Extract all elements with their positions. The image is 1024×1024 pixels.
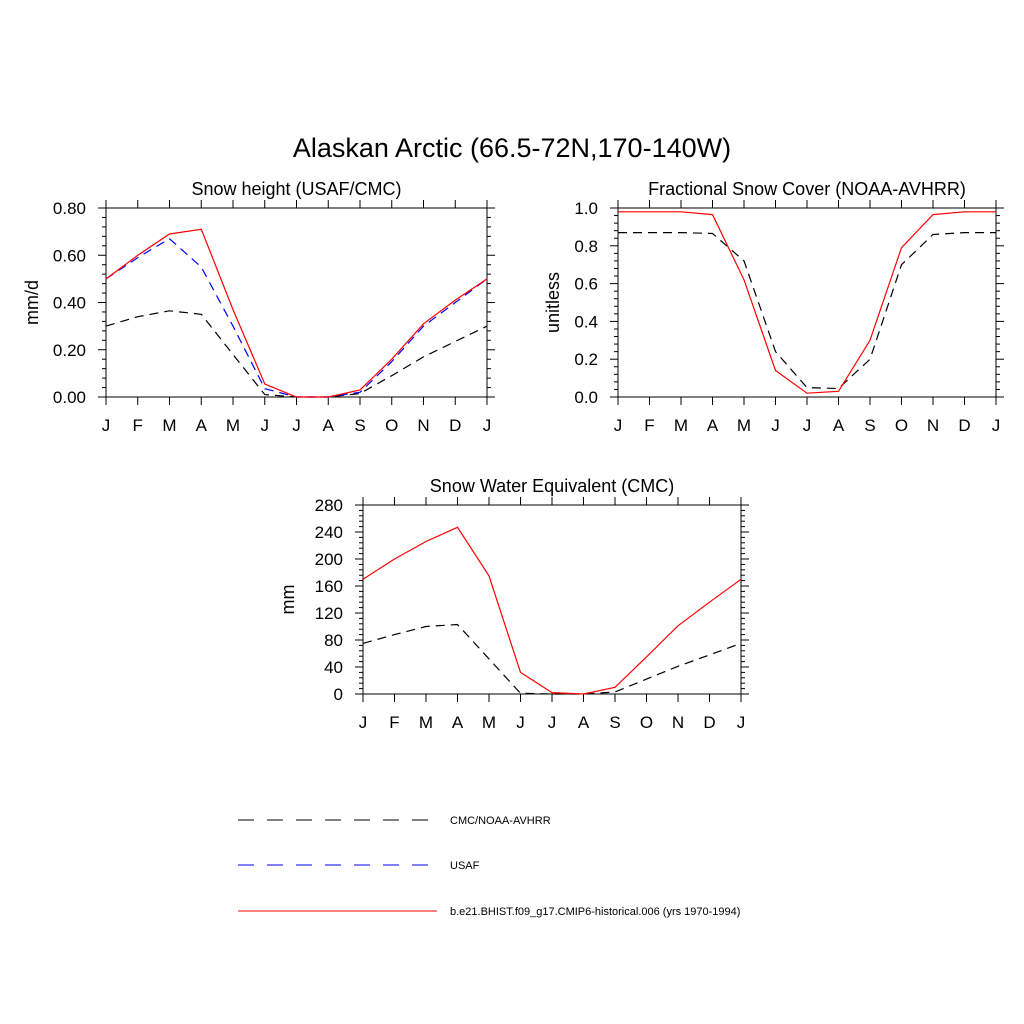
- x-tick-label: J: [992, 416, 1001, 435]
- x-tick-label: J: [614, 416, 623, 435]
- x-tick-label: N: [417, 416, 429, 435]
- y-tick-label: 0.4: [574, 312, 598, 331]
- x-tick-label: M: [674, 416, 688, 435]
- series-line-model: [105, 228, 488, 398]
- y-axis-label: unitless: [543, 272, 563, 333]
- y-tick-label: 200: [315, 550, 343, 569]
- panel-title: Fractional Snow Cover (NOAA-AVHRR): [648, 179, 966, 199]
- x-tick-label: A: [323, 416, 335, 435]
- x-tick-label: J: [737, 713, 746, 732]
- x-tick-label: A: [578, 713, 590, 732]
- x-tick-label: M: [482, 713, 496, 732]
- x-tick-label: S: [354, 416, 365, 435]
- y-axis-label: mm/d: [22, 280, 42, 325]
- legend-label: CMC/NOAA-AVHRR: [450, 815, 551, 827]
- y-tick-label: 240: [315, 523, 343, 542]
- x-tick-label: S: [609, 713, 620, 732]
- x-tick-label: F: [644, 416, 654, 435]
- legend-label: b.e21.BHIST.f09_g17.CMIP6-historical.006…: [450, 906, 740, 918]
- x-tick-label: O: [385, 416, 398, 435]
- x-tick-label: A: [833, 416, 845, 435]
- y-tick-label: 120: [315, 604, 343, 623]
- x-tick-label: J: [359, 713, 368, 732]
- legend: CMC/NOAA-AVHRR USAF b.e21.BHIST.f09_g17.CM…: [238, 815, 740, 918]
- plot-frame: [105, 207, 488, 398]
- x-tick-label: D: [703, 713, 715, 732]
- x-tick-label: S: [864, 416, 875, 435]
- y-tick-label: 0.40: [53, 294, 86, 313]
- figure-title: Alaskan Arctic (66.5-72N,170-140W): [293, 133, 731, 163]
- panel-title: Snow Water Equivalent (CMC): [430, 476, 674, 496]
- y-tick-label: 0.0: [574, 388, 598, 407]
- panels: Snow height (USAF/CMC)mm/dJ F M A M J J A S O N D J0…: [22, 179, 1004, 732]
- x-tick-label: O: [640, 713, 653, 732]
- series-line-obs: [105, 310, 488, 398]
- x-tick-label: M: [737, 416, 751, 435]
- y-tick-label: 80: [324, 631, 343, 650]
- y-tick-label: 0.2: [574, 350, 598, 369]
- x-tick-label: N: [927, 416, 939, 435]
- x-tick-label: A: [196, 416, 208, 435]
- y-tick-label: 0.60: [53, 246, 86, 265]
- y-axis-label: mm: [278, 585, 298, 615]
- x-tick-label: M: [162, 416, 176, 435]
- plot-frame: [617, 207, 997, 398]
- y-tick-label: 1.0: [574, 199, 598, 218]
- series-line-obs: [362, 623, 742, 695]
- x-tick-label: N: [672, 713, 684, 732]
- chart-panel-2: Fractional Snow Cover (NOAA-AVHRR) unitle…: [543, 179, 1004, 435]
- x-tick-label: F: [389, 713, 399, 732]
- chart-panel-1: Snow height (USAF/CMC)mm/dJ F M A M J J A S O N D J0…: [22, 179, 495, 435]
- y-tick-label: 0.80: [53, 199, 86, 218]
- x-tick-label: J: [548, 713, 557, 732]
- y-tick-label: 0: [334, 685, 343, 704]
- x-tick-label: J: [803, 416, 812, 435]
- x-tick-label: O: [895, 416, 908, 435]
- chart-panel-3: Snow Water Equivalent (CMC)mmJ F M A M J J A S O N…: [278, 476, 749, 732]
- x-tick-label: D: [449, 416, 461, 435]
- series-line-model: [362, 526, 742, 695]
- x-tick-label: J: [516, 713, 525, 732]
- y-tick-label: 280: [315, 496, 343, 515]
- x-tick-label: F: [133, 416, 143, 435]
- y-tick-label: 0.00: [53, 388, 86, 407]
- y-tick-label: 0.6: [574, 275, 598, 294]
- series-line-usaf: [105, 237, 488, 398]
- x-tick-label: D: [958, 416, 970, 435]
- x-tick-label: J: [261, 416, 270, 435]
- y-tick-label: 0.8: [574, 237, 598, 256]
- x-tick-label: J: [771, 416, 780, 435]
- x-tick-label: A: [707, 416, 719, 435]
- legend-label: USAF: [450, 860, 480, 872]
- x-tick-label: M: [226, 416, 240, 435]
- x-tick-label: M: [419, 713, 433, 732]
- plot-frame: [362, 504, 742, 695]
- x-tick-label: J: [102, 416, 111, 435]
- x-tick-label: J: [483, 416, 492, 435]
- x-tick-label: A: [452, 713, 464, 732]
- y-tick-label: 0.20: [53, 341, 86, 360]
- y-tick-label: 40: [324, 658, 343, 677]
- x-tick-label: J: [292, 416, 301, 435]
- y-tick-label: 160: [315, 577, 343, 596]
- panel-title: Snow height (USAF/CMC): [191, 179, 401, 199]
- series-line-obs: [618, 232, 996, 390]
- series-line-model: [618, 211, 996, 394]
